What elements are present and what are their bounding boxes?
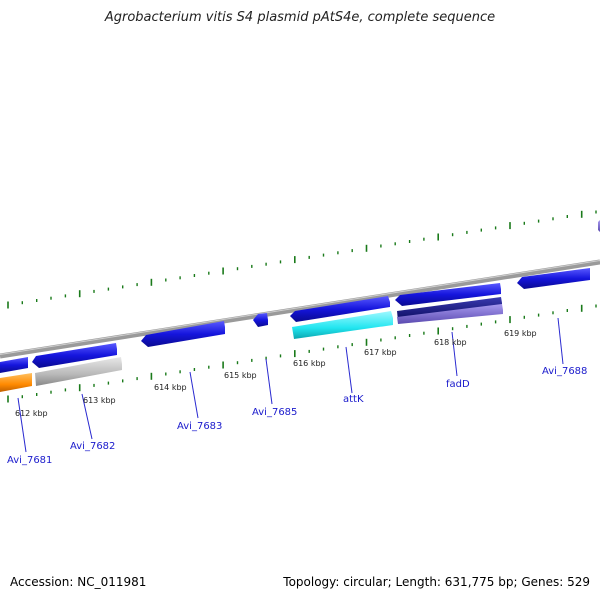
gene-avi7683[interactable] <box>141 321 225 347</box>
inner-tick-track <box>7 304 597 403</box>
scale-label: 614 kbp <box>154 383 187 392</box>
gene-fadd-forward[interactable] <box>395 283 501 306</box>
gene-avi7682-forward[interactable] <box>32 343 117 368</box>
gene-attk-cyan[interactable] <box>292 311 393 339</box>
gene-label[interactable]: Avi_7682 <box>70 441 115 452</box>
scale-label: 617 kbp <box>364 348 397 357</box>
sequence-backbone <box>0 259 600 359</box>
accession-label: Accession: NC_011981 <box>10 575 147 589</box>
gene-fadd-purple[interactable] <box>397 304 503 324</box>
label-connectors <box>17 317 564 453</box>
scale-label: 616 kbp <box>293 359 326 368</box>
gene-avi7688[interactable] <box>517 268 590 289</box>
gene-label[interactable]: Avi_7688 <box>542 366 587 377</box>
gene-avi7682-gray[interactable] <box>35 357 122 386</box>
gene-label[interactable]: Avi_7685 <box>252 407 297 418</box>
gene-label[interactable]: Avi_7683 <box>177 421 222 432</box>
gene-attk-forward[interactable] <box>290 296 390 322</box>
scale-label: 619 kbp <box>504 329 537 338</box>
gene-avi7685[interactable] <box>253 313 268 327</box>
topology-label: Topology: circular; Length: 631,775 bp; … <box>283 575 590 589</box>
scale-label: 613 kbp <box>83 396 116 405</box>
outer-tick-track <box>7 210 597 309</box>
gene-label[interactable]: attK <box>343 394 364 405</box>
gene-avi7681-forward[interactable] <box>0 357 28 373</box>
scale-label: 615 kbp <box>224 371 257 380</box>
gene-label[interactable]: Avi_7681 <box>7 455 52 466</box>
scale-label: 612 kbp <box>15 409 48 418</box>
gene-label[interactable]: fadD <box>446 379 470 390</box>
map-title: Agrobacterium vitis S4 plasmid pAtS4e, c… <box>104 10 496 25</box>
gene-avi7681-orange[interactable] <box>0 373 32 392</box>
scale-label: 618 kbp <box>434 338 467 347</box>
backbone-highlight <box>0 260 600 355</box>
